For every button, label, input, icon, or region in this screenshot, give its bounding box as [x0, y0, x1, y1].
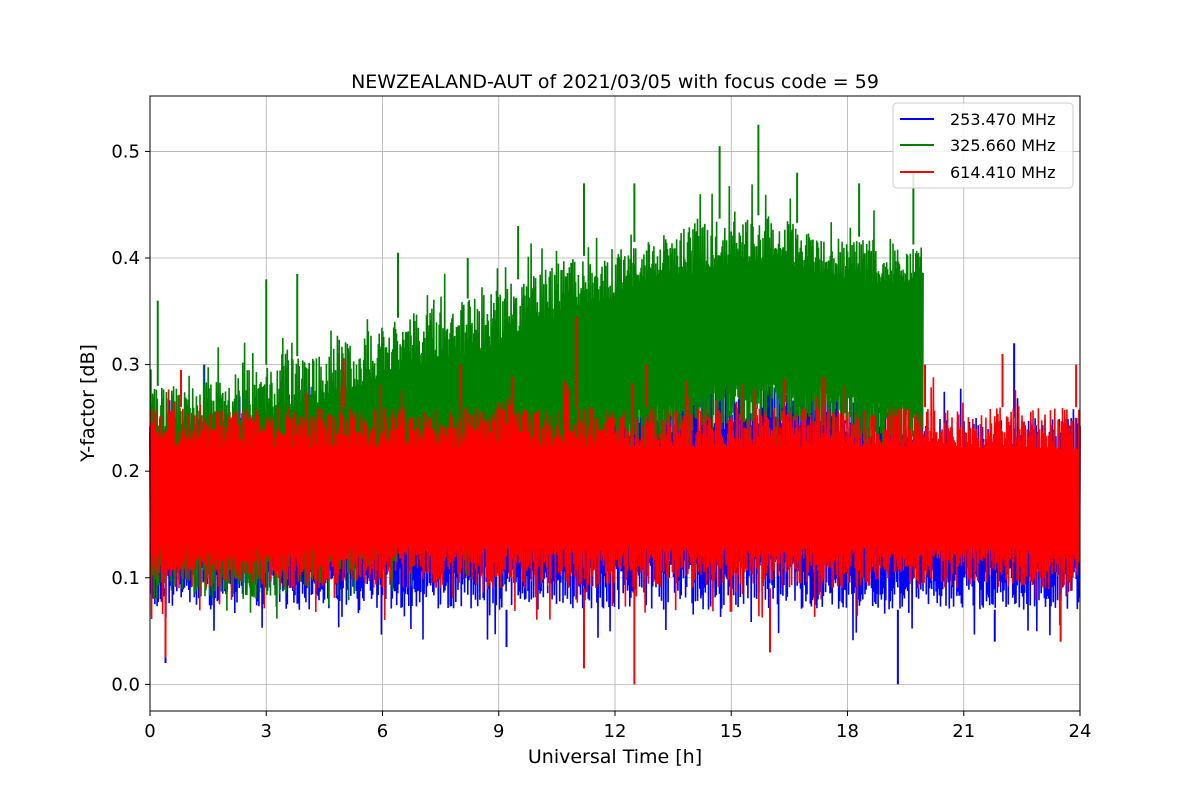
- y-axis-label: Y-factor [dB]: [77, 344, 99, 463]
- x-tick-label: 15: [720, 721, 743, 742]
- legend: 253.470 MHz 325.660 MHz 614.410 MHz: [892, 102, 1074, 189]
- series-2-line: [149, 376, 1081, 626]
- x-tick-label: 0: [144, 721, 155, 742]
- x-tick-label: 6: [377, 721, 388, 742]
- x-tick-label: 12: [604, 721, 627, 742]
- y-tick-label: 0.4: [111, 248, 140, 269]
- chart-title: NEWZEALAND-AUT of 2021/03/05 with focus …: [351, 71, 879, 93]
- y-tick-label: 0.0: [111, 674, 140, 695]
- legend-label-253: 253.470 MHz: [950, 110, 1055, 129]
- y-tick-label: 0.2: [111, 461, 140, 482]
- series-2: [149, 316, 1081, 685]
- x-tick-label: 18: [836, 721, 859, 742]
- legend-box: [892, 102, 1074, 189]
- legend-label-614: 614.410 MHz: [950, 163, 1055, 182]
- x-axis-label: Universal Time [h]: [528, 746, 702, 768]
- y-tick-label: 0.5: [111, 141, 140, 162]
- x-tick-label: 24: [1069, 721, 1092, 742]
- y-tick-label: 0.1: [111, 568, 140, 589]
- legend-label-325: 325.660 MHz: [950, 136, 1055, 155]
- y-tick-label: 0.3: [111, 355, 140, 376]
- series-layer: [149, 124, 1081, 685]
- x-tick-label: 21: [952, 721, 975, 742]
- ticks: 0 3 6 9 12 15 18 21 24 0.0 0.1 0.2 0.3 0.4 0.5: [111, 141, 1091, 742]
- x-tick-label: 9: [493, 721, 504, 742]
- x-tick-label: 3: [261, 721, 272, 742]
